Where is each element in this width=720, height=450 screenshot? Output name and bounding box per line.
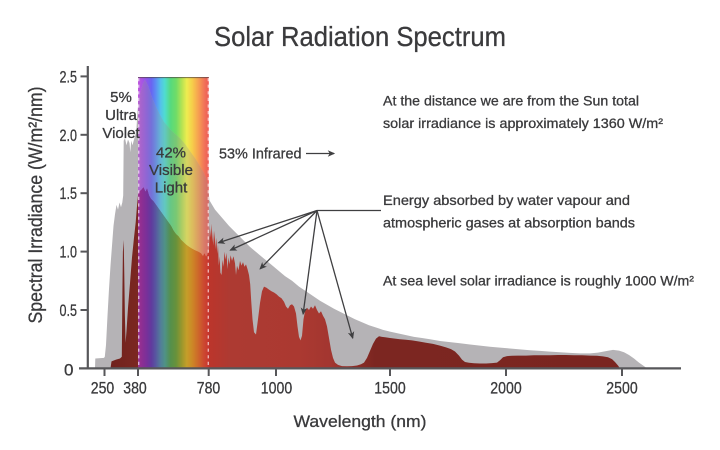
svg-text:780: 780 <box>197 379 221 398</box>
svg-text:At sea level solar irradiance: At sea level solar irradiance is roughly… <box>383 273 694 289</box>
svg-text:1000: 1000 <box>261 379 292 398</box>
svg-text:1500: 1500 <box>374 379 405 398</box>
svg-text:Wavelength (nm): Wavelength (nm) <box>294 412 427 431</box>
svg-text:0: 0 <box>64 360 73 379</box>
svg-text:Energy absorbed by water vapou: Energy absorbed by water vapour and <box>383 192 630 208</box>
svg-text:5%: 5% <box>110 89 132 106</box>
svg-text:Ultra: Ultra <box>105 107 137 124</box>
svg-text:53% Infrared: 53% Infrared <box>219 146 302 163</box>
svg-text:1.0: 1.0 <box>60 243 78 262</box>
svg-text:1.5: 1.5 <box>60 184 78 203</box>
svg-text:atmospheric gases at absorptio: atmospheric gases at absorption bands <box>383 214 635 230</box>
svg-text:Spectral Irradiance (W/m²/nm): Spectral Irradiance (W/m²/nm) <box>26 87 47 324</box>
svg-text:2.0: 2.0 <box>60 126 78 145</box>
svg-text:380: 380 <box>123 379 147 398</box>
svg-text:Visible: Visible <box>149 162 193 179</box>
svg-text:250: 250 <box>91 379 115 398</box>
svg-text:2.5: 2.5 <box>60 67 78 86</box>
svg-text:solar irradiance is approximat: solar irradiance is approximately 1360 W… <box>383 115 663 131</box>
svg-text:Solar Radiation Spectrum: Solar Radiation Spectrum <box>214 21 506 52</box>
svg-text:2000: 2000 <box>490 379 521 398</box>
svg-text:2500: 2500 <box>606 379 637 398</box>
svg-text:0.5: 0.5 <box>60 301 78 320</box>
svg-text:42%: 42% <box>156 145 186 162</box>
svg-text:Violet: Violet <box>102 125 140 142</box>
svg-text:At the distance we are from th: At the distance we are from the Sun tota… <box>383 93 639 109</box>
svg-text:Light: Light <box>155 180 188 197</box>
